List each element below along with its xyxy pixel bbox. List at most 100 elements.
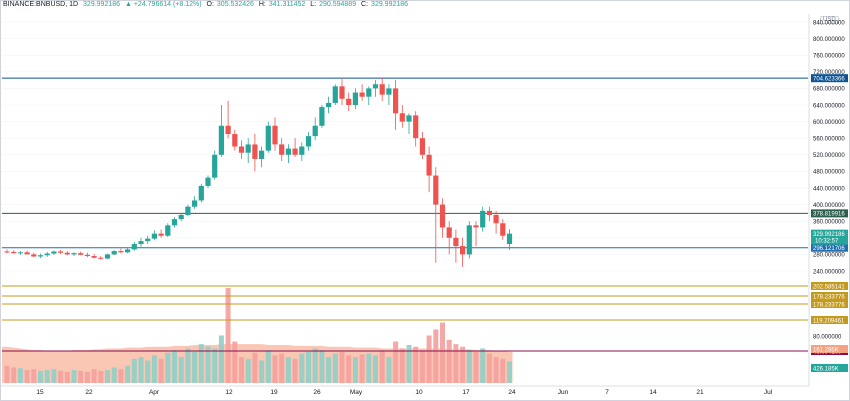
volume-tag[interactable] <box>811 364 848 372</box>
last-price: 329.992186 <box>83 1 121 8</box>
volume-tag[interactable] <box>811 345 848 353</box>
candle-body <box>44 253 50 256</box>
price-tick-label: 440.000000 <box>813 186 845 192</box>
line-price-label: 178.233776 <box>813 302 845 308</box>
volume-bar <box>319 350 325 383</box>
line-price-tag[interactable] <box>811 316 848 324</box>
line-price-tag[interactable] <box>811 292 848 300</box>
volume-bar <box>272 355 278 383</box>
candle-body <box>419 138 425 155</box>
volume-bar <box>11 367 17 383</box>
candle-body <box>493 214 499 224</box>
candle-body <box>192 200 198 207</box>
time-tick-label: 14 <box>649 389 657 396</box>
volume-bar <box>245 358 251 383</box>
price-axis[interactable]: 240.000000280.000000320.000000360.000000… <box>811 20 848 372</box>
candle-body <box>439 204 446 228</box>
symbol-label[interactable]: BINANCE:BNBUSD, 1D <box>3 1 79 8</box>
volume-bar <box>299 353 305 383</box>
time-tick-label: Apr <box>149 389 160 396</box>
candle-body <box>399 113 405 122</box>
candle-body <box>460 246 466 255</box>
volume-bar <box>17 368 23 383</box>
price-tick-label: 680.000000 <box>813 87 845 93</box>
high-value: 341.311452 <box>268 1 306 8</box>
currency-badge[interactable]: USD <box>820 16 839 24</box>
candle-body <box>352 92 358 105</box>
candle-body <box>486 210 492 215</box>
volume-bar <box>419 350 425 383</box>
volume-bar <box>486 353 492 383</box>
volume-bar <box>131 358 137 383</box>
candle-body <box>205 177 211 186</box>
volume-bar <box>125 365 131 383</box>
time-tick-label: Jun <box>558 389 569 396</box>
volume-bar <box>91 369 97 383</box>
volume-bar <box>138 357 144 383</box>
candle-body <box>4 251 10 253</box>
volume-bar <box>212 348 218 383</box>
candle-body <box>165 225 171 236</box>
time-tick-label: Jul <box>764 389 773 396</box>
candle-body <box>386 88 392 95</box>
candle-body <box>326 102 332 108</box>
price-tick-label: 840.000000 <box>813 20 845 26</box>
volume-bar <box>433 329 439 383</box>
volume-bar <box>493 357 499 383</box>
line-price-tag[interactable] <box>811 243 848 252</box>
candle-body <box>178 214 184 220</box>
candle-body <box>480 210 486 228</box>
volume-bar <box>480 348 486 383</box>
candle-body <box>71 253 77 255</box>
volume-bar <box>393 341 399 383</box>
candle-body <box>84 254 90 257</box>
line-price-tag[interactable] <box>811 74 848 83</box>
volume-bar <box>332 353 338 383</box>
candle-body <box>64 252 70 255</box>
open-label: O: <box>206 1 214 8</box>
volume-bar <box>306 351 311 383</box>
time-axis[interactable]: 15 22 Apr 12 19 26 May 10 17 24 Jun 7 14 21 Jul <box>36 389 772 396</box>
volume-bar <box>4 365 10 383</box>
line-price-tag[interactable] <box>811 300 848 308</box>
price-tick-label: 280.000000 <box>813 253 845 259</box>
current-price-tag[interactable] <box>811 229 848 245</box>
candle-body <box>446 227 452 238</box>
candle-body <box>104 254 111 259</box>
line-price-tag[interactable] <box>811 209 848 218</box>
candle-body <box>232 134 238 147</box>
volume-bar <box>440 322 445 383</box>
volume-bar <box>145 360 151 383</box>
volume-bar <box>98 370 104 383</box>
candle-body <box>218 125 224 155</box>
volume-bar <box>218 335 224 383</box>
volume-bar <box>352 357 358 383</box>
volume-bar <box>292 358 298 383</box>
time-tick-label: 7 <box>605 389 609 396</box>
candles <box>4 78 513 267</box>
volume-bar <box>84 371 90 383</box>
line-price-label: 119.209461 <box>813 318 845 324</box>
volume-bar <box>406 345 412 383</box>
candle-body <box>138 241 144 245</box>
candle-body <box>51 251 57 254</box>
volume-bar <box>473 351 479 383</box>
candle-body <box>24 252 30 255</box>
volume-bar <box>64 371 70 383</box>
volume-bar <box>507 361 512 383</box>
line-price-tag[interactable] <box>811 282 848 290</box>
volume-bar <box>225 288 231 383</box>
volume-bar <box>165 352 171 383</box>
candle-body <box>500 223 506 236</box>
candle-body <box>118 251 124 253</box>
candle-body <box>466 225 472 255</box>
candle-body <box>259 150 265 159</box>
candle-body <box>158 233 164 236</box>
price-tick-label: 600.000000 <box>813 120 845 126</box>
volume-bar <box>285 357 291 383</box>
candle-body <box>17 252 23 254</box>
volume-bar <box>279 353 285 383</box>
candle-body <box>238 146 245 153</box>
